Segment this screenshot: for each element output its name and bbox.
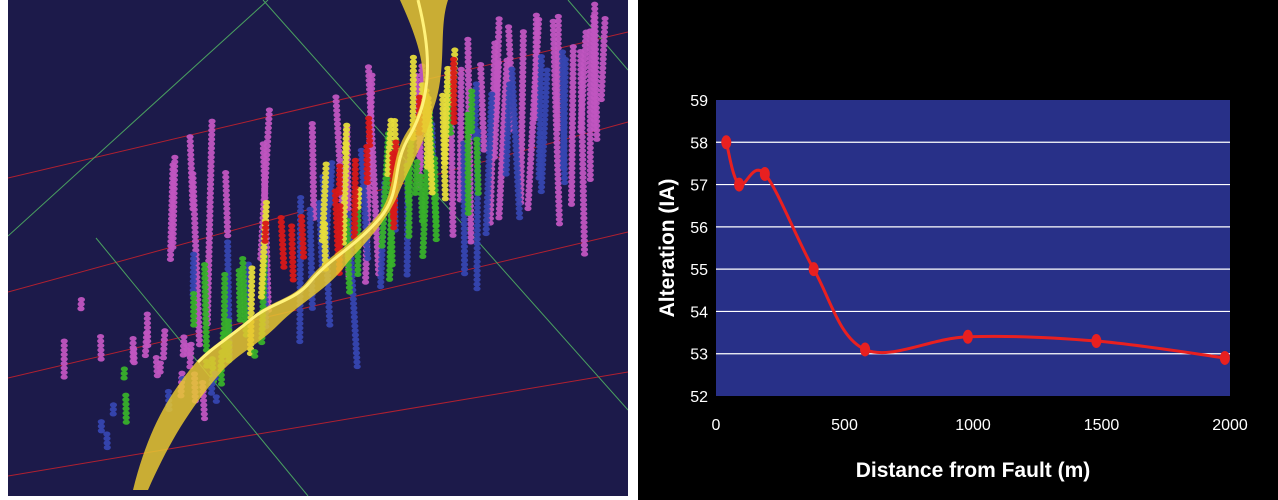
- y-tick-56: 56: [690, 220, 708, 237]
- data-point-4: [860, 342, 871, 357]
- drillhole: [549, 18, 564, 227]
- y-tick-54: 54: [690, 304, 708, 321]
- drillhole: [450, 56, 458, 125]
- drillhole: [130, 346, 138, 366]
- drillhole: [77, 297, 85, 312]
- y-tick-labels: 52 53 54 55 56 57 58 59: [690, 93, 708, 406]
- drillhole: [97, 419, 105, 434]
- alteration-chart: 52 53 54 55 56 57 58 59 0 500 1000 1500 2000 Distan…: [638, 0, 1278, 500]
- drillhole: [590, 13, 599, 132]
- drillhole: [60, 338, 68, 380]
- drillhole: [490, 60, 503, 160]
- drillhole: [183, 342, 191, 357]
- drillhole: [224, 318, 233, 338]
- gridlines: [716, 141, 1230, 355]
- scene-grid-line: [8, 231, 628, 379]
- drillhole: [321, 221, 330, 272]
- scene-canvas: [8, 0, 628, 496]
- drillhole: [222, 170, 232, 239]
- drillhole: [261, 220, 270, 244]
- x-tick-1500: 1500: [1084, 417, 1120, 434]
- drillhole: [559, 56, 569, 171]
- data-point-5: [962, 329, 973, 344]
- drillhole: [464, 111, 472, 216]
- drillhole: [576, 48, 589, 257]
- data-point-2: [759, 167, 770, 181]
- drillhole: [535, 53, 546, 181]
- drillhole: [308, 121, 318, 221]
- drillhole: [156, 360, 164, 375]
- x-tick-0: 0: [712, 417, 721, 434]
- drillhole: [350, 157, 359, 240]
- drillhole-samples: [60, 1, 609, 451]
- drillhole: [129, 335, 137, 364]
- drillhole: [524, 16, 543, 212]
- drillhole: [502, 81, 514, 177]
- drillhole: [508, 66, 524, 221]
- drillhole: [335, 163, 344, 196]
- x-tick-2000: 2000: [1212, 417, 1248, 434]
- drillhole: [597, 15, 609, 103]
- drillhole: [201, 262, 211, 353]
- drillhole: [439, 92, 449, 202]
- y-tick-59: 59: [690, 93, 708, 110]
- data-point-3: [808, 262, 819, 277]
- series-group: [721, 135, 1230, 365]
- drillhole: [235, 267, 244, 323]
- drillhole: [473, 136, 482, 196]
- plot-area: [716, 100, 1230, 396]
- scene-grid-line: [262, 0, 628, 411]
- drillhole: [103, 431, 111, 451]
- x-axis-title: Distance from Fault (m): [856, 459, 1091, 482]
- drillhole: [122, 392, 130, 425]
- drillhole: [365, 115, 374, 148]
- drillhole: [288, 223, 297, 283]
- drillhole: [468, 88, 476, 135]
- y-tick-57: 57: [690, 178, 708, 195]
- 3d-geology-scene: [8, 0, 628, 496]
- data-point-7: [1219, 350, 1230, 365]
- drillhole: [567, 44, 577, 207]
- chart-canvas: 52 53 54 55 56 57 58 59 0 500 1000 1500 2000 Distan…: [656, 93, 1248, 482]
- x-tick-1000: 1000: [955, 417, 991, 434]
- drillhole: [297, 213, 308, 260]
- drillhole: [190, 290, 198, 328]
- drillhole: [251, 349, 259, 359]
- drillhole: [143, 311, 152, 349]
- scene-grid-line: [8, 0, 269, 237]
- drillhole: [96, 333, 105, 362]
- drillhole: [517, 29, 527, 206]
- y-axis-title: Alteration (IA): [656, 179, 679, 318]
- drillhole: [159, 328, 169, 361]
- drillhole: [363, 143, 371, 186]
- drillhole: [120, 366, 128, 381]
- drillhole: [212, 394, 220, 404]
- y-tick-52: 52: [690, 389, 708, 406]
- drillhole: [257, 107, 273, 262]
- y-tick-58: 58: [690, 135, 708, 152]
- drillhole: [277, 215, 288, 270]
- scene-grid-line: [8, 371, 628, 477]
- drillhole: [166, 162, 177, 262]
- data-point-1: [734, 177, 745, 192]
- drillhole: [477, 61, 488, 153]
- drillhole: [109, 402, 118, 417]
- x-tick-labels: 0 500 1000 1500 2000: [712, 417, 1248, 434]
- y-tick-55: 55: [690, 262, 708, 279]
- drillhole: [417, 173, 427, 224]
- fault-surface: [133, 0, 448, 490]
- drillhole: [482, 91, 496, 237]
- y-tick-53: 53: [690, 347, 708, 364]
- data-point-0: [721, 135, 732, 150]
- x-tick-500: 500: [831, 417, 858, 434]
- drillhole: [411, 159, 421, 196]
- data-point-6: [1091, 334, 1102, 349]
